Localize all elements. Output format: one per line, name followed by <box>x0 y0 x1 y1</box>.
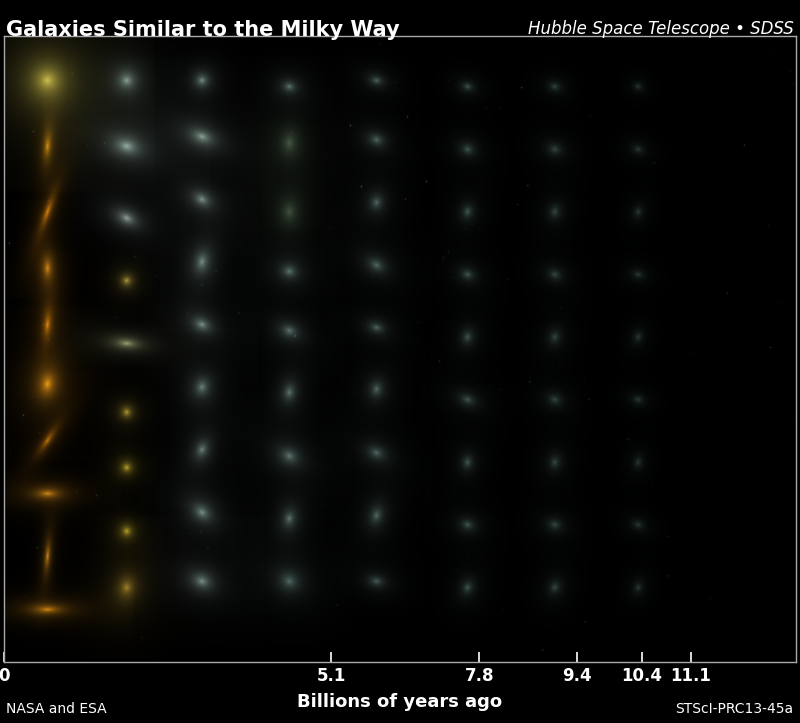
Text: Hubble Space Telescope • SDSS: Hubble Space Telescope • SDSS <box>528 20 794 38</box>
Text: Galaxies Similar to the Milky Way: Galaxies Similar to the Milky Way <box>6 20 400 40</box>
Text: NASA and ESA: NASA and ESA <box>6 702 107 716</box>
Text: STScI-PRC13-45a: STScI-PRC13-45a <box>675 702 794 716</box>
X-axis label: Billions of years ago: Billions of years ago <box>298 693 502 711</box>
